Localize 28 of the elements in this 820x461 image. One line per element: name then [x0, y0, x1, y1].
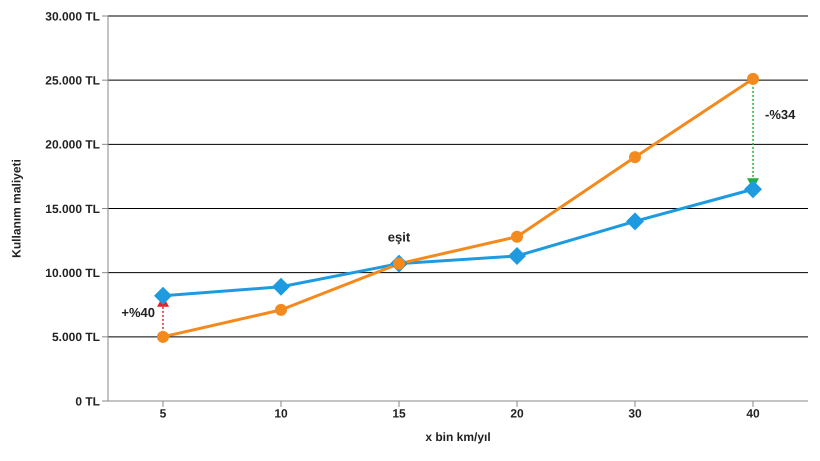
x-tick-label: 15 — [392, 406, 406, 421]
point — [157, 330, 169, 343]
y-tick-label: 30.000 TL — [45, 9, 100, 24]
point — [154, 286, 172, 305]
annotation: eşit — [388, 230, 411, 245]
x-tick-label: 40 — [746, 406, 760, 421]
point — [629, 151, 641, 164]
point — [511, 230, 523, 243]
point — [275, 304, 287, 316]
y-tick-label: 10.000 TL — [45, 266, 100, 280]
y-tick-label: 25.000 TL — [45, 73, 100, 88]
y-axis-title: Kullanım maliyeti — [9, 159, 24, 258]
annotation: -%34 — [765, 106, 796, 122]
x-tick-label: 30 — [628, 406, 642, 421]
x-tick-label: 5 — [160, 406, 167, 421]
x-tick-label: 10 — [274, 406, 288, 421]
annotation: +%40 — [121, 304, 155, 320]
y-tick-label: 0 TL — [75, 394, 100, 408]
point — [272, 278, 290, 296]
x-axis-title: x bin km/yıl — [425, 430, 491, 444]
y-tick-label: 5.000 TL — [52, 330, 100, 344]
point — [744, 180, 762, 198]
point — [508, 246, 526, 265]
y-tick-label: 20.000 TL — [45, 138, 100, 152]
point — [747, 72, 759, 85]
x-tick-label: 20 — [510, 406, 524, 421]
point — [626, 212, 644, 230]
y-tick-label: 15.000 TL — [45, 202, 100, 216]
